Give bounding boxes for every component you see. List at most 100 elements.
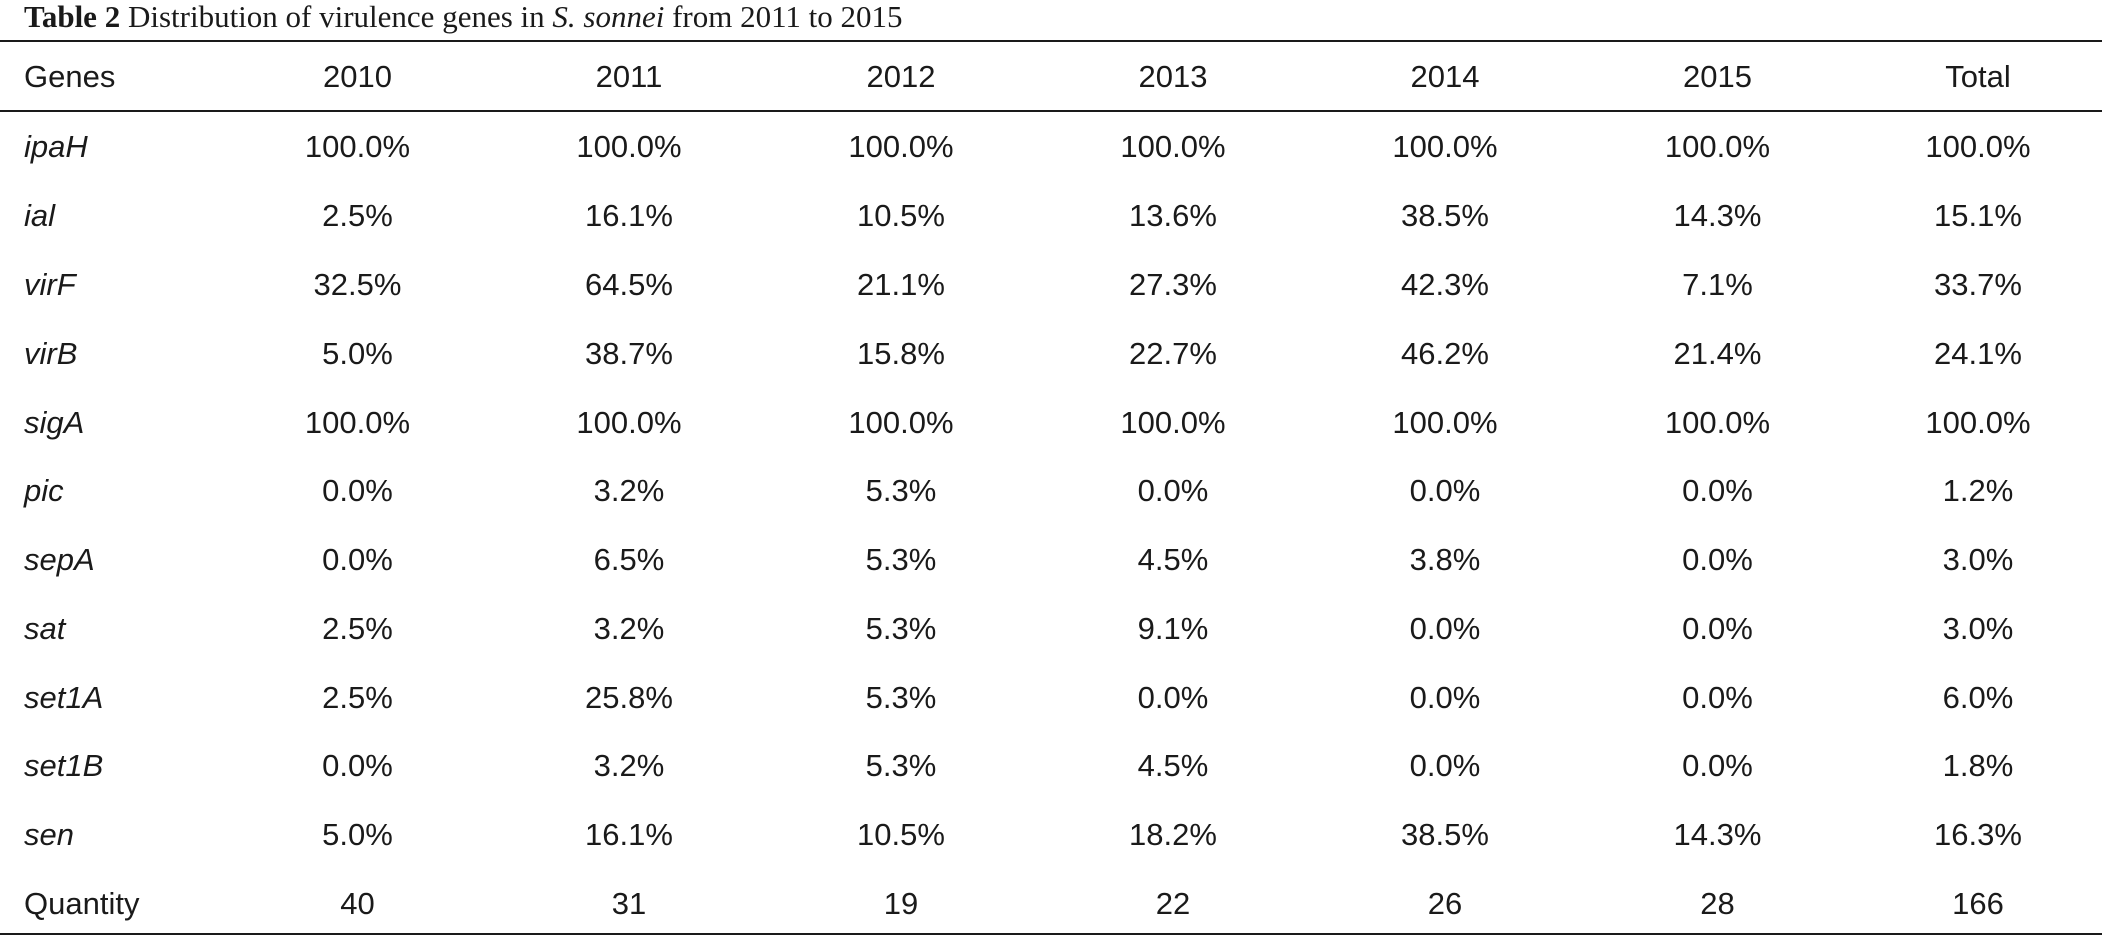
value-cell: 0.0%: [1682, 610, 1753, 646]
table-caption: Table 2 Distribution of virulence genes …: [24, 0, 903, 38]
value-cell: 3.2%: [593, 473, 665, 509]
value-cell: 5.3%: [865, 610, 937, 646]
value-cell: 100.0%: [304, 404, 411, 440]
value-cell: 14.3%: [1673, 198, 1762, 234]
value-cell: 15.1%: [1934, 198, 2022, 234]
value-cell: 24.1%: [1934, 335, 2022, 371]
value-cell: 0.0%: [322, 542, 393, 578]
value-cell: 14.3%: [1673, 817, 1762, 853]
value-cell: 0.0%: [1137, 679, 1209, 715]
column-header-2011: 2011: [595, 59, 663, 94]
value-cell: 9.1%: [1137, 610, 1209, 646]
table-row: sigA 100.0% 100.0% 100.0% 100.0% 100.0% 100.0%…: [0, 388, 2102, 457]
value-cell: 28: [1700, 885, 1735, 921]
value-cell: 38.7%: [585, 335, 673, 371]
table-row: Quantity 40 31 19 22 26 28 166: [0, 870, 2102, 938]
value-cell: 100.0%: [1120, 129, 1226, 164]
value-cell: 26: [1427, 885, 1463, 921]
value-cell: 6.0%: [1942, 679, 2014, 715]
value-cell: 18.2%: [1129, 817, 1217, 853]
value-cell: 38.5%: [1401, 817, 1489, 853]
value-cell: 16.3%: [1934, 817, 2022, 853]
value-cell: 100.0%: [1925, 404, 2031, 440]
value-cell: 5.3%: [865, 473, 937, 509]
virulence-genes-table: Genes 2010 2011 2012 2013 2014 2015 Tota…: [0, 42, 2102, 938]
value-cell: 4.5%: [1137, 542, 1209, 578]
table-row: sat 2.5% 3.2% 5.3% 9.1% 0.0% 0.0% 3.0%: [0, 595, 2102, 664]
gene-name-cell: pic: [24, 473, 64, 509]
value-cell: 4.5%: [1137, 748, 1209, 784]
gene-name-cell: sigA: [24, 404, 85, 440]
value-cell: 33.7%: [1934, 267, 2022, 303]
value-cell: 3.0%: [1942, 610, 2014, 646]
value-cell: 0.0%: [322, 748, 393, 784]
table-header-row: Genes 2010 2011 2012 2013 2014 2015 Tota…: [0, 42, 2102, 112]
table-row: sen 5.0% 16.1% 10.5% 18.2% 38.5% 14.3% 16.3%: [0, 801, 2102, 870]
column-header-2014: 2014: [1410, 59, 1480, 94]
value-cell: 16.1%: [585, 198, 673, 234]
gene-name-cell: ial: [24, 198, 56, 234]
value-cell: 100.0%: [1664, 404, 1771, 440]
value-cell: 0.0%: [1682, 679, 1753, 715]
column-header-2010: 2010: [323, 59, 392, 94]
value-cell: 100.0%: [304, 129, 411, 164]
table-row: ipaH 100.0% 100.0% 100.0% 100.0% 100.0% 100.0%…: [0, 112, 2102, 182]
value-cell: 1.8%: [1942, 748, 2014, 784]
value-cell: 6.5%: [593, 542, 665, 578]
value-cell: 0.0%: [322, 473, 393, 509]
gene-name-cell: virB: [24, 335, 78, 371]
value-cell: 2.5%: [322, 679, 393, 715]
value-cell: 2.5%: [322, 198, 393, 234]
value-cell: 42.3%: [1401, 267, 1489, 303]
table-row: sepA 0.0% 6.5% 5.3% 4.5% 3.8% 0.0% 3.0%: [0, 526, 2102, 595]
gene-name-cell: sepA: [24, 542, 95, 578]
gene-name-cell: sen: [24, 817, 74, 853]
table-caption-text-after: from 2011 to 2015: [672, 0, 903, 34]
column-header-2015: 2015: [1683, 59, 1752, 94]
value-cell: 100.0%: [1664, 129, 1771, 164]
value-cell: 100.0%: [576, 404, 682, 440]
value-cell: 3.2%: [593, 748, 665, 784]
value-cell: 15.8%: [857, 335, 945, 371]
value-cell: 5.3%: [865, 679, 937, 715]
table-row: set1B 0.0% 3.2% 5.3% 4.5% 0.0% 0.0% 1.8%: [0, 732, 2102, 801]
row-label-cell: Quantity: [24, 885, 140, 921]
value-cell: 100.0%: [848, 129, 954, 164]
value-cell: 100.0%: [1392, 404, 1498, 440]
column-header-total: Total: [1945, 59, 2011, 94]
table-row: virF 32.5% 64.5% 21.1% 27.3% 42.3% 7.1% 33.7%: [0, 251, 2102, 320]
value-cell: 19: [883, 885, 919, 921]
value-cell: 5.0%: [322, 335, 393, 371]
value-cell: 0.0%: [1409, 679, 1481, 715]
value-cell: 13.6%: [1129, 198, 1217, 234]
table-row: pic 0.0% 3.2% 5.3% 0.0% 0.0% 0.0% 1.2%: [0, 457, 2102, 526]
value-cell: 0.0%: [1682, 748, 1753, 784]
table-row: set1A 2.5% 25.8% 5.3% 0.0% 0.0% 0.0% 6.0%: [0, 663, 2102, 732]
value-cell: 21.4%: [1673, 335, 1762, 371]
column-header-2013: 2013: [1138, 59, 1208, 94]
value-cell: 10.5%: [857, 817, 945, 853]
value-cell: 100.0%: [576, 129, 682, 164]
value-cell: 5.3%: [865, 748, 937, 784]
table-caption-species: S. sonnei: [552, 0, 665, 34]
table-caption-text-before: Distribution of virulence genes in: [127, 0, 545, 34]
value-cell: 0.0%: [1409, 610, 1481, 646]
value-cell: 0.0%: [1409, 748, 1481, 784]
value-cell: 100.0%: [1925, 129, 2031, 164]
value-cell: 166: [1952, 885, 2004, 921]
gene-name-cell: ipaH: [24, 129, 88, 164]
value-cell: 64.5%: [585, 267, 673, 303]
value-cell: 100.0%: [1392, 129, 1498, 164]
value-cell: 40: [340, 885, 375, 921]
value-cell: 3.8%: [1409, 542, 1481, 578]
value-cell: 25.8%: [585, 679, 673, 715]
column-header-2012: 2012: [866, 59, 936, 94]
table-row: virB 5.0% 38.7% 15.8% 22.7% 46.2% 21.4% 24.1%: [0, 320, 2102, 389]
gene-name-cell: virF: [24, 267, 76, 303]
gene-name-cell: set1A: [24, 679, 104, 715]
value-cell: 16.1%: [585, 817, 673, 853]
table-header-rule: [0, 110, 2102, 112]
value-cell: 31: [611, 885, 647, 921]
table-body: ipaH 100.0% 100.0% 100.0% 100.0% 100.0% 100.0%…: [0, 112, 2102, 938]
value-cell: 38.5%: [1401, 198, 1489, 234]
